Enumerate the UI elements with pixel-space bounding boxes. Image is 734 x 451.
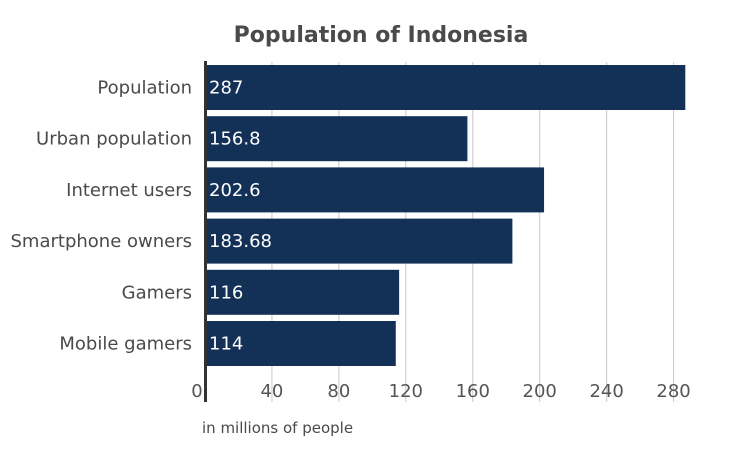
x-tick-label: 160	[456, 381, 490, 402]
chart-title: Population of Indonesia	[234, 23, 529, 48]
bar-value-label: 114	[209, 334, 243, 355]
x-tick-labels: 0 40 80 120 160 200 240 280	[191, 381, 690, 402]
x-axis-label: in millions of people	[202, 419, 353, 437]
category-label: Internet users	[66, 180, 192, 201]
bar-value-label: 202.6	[209, 180, 261, 201]
x-tick-label: 80	[327, 381, 350, 402]
x-tick-label: 0	[191, 381, 202, 402]
bar	[205, 65, 686, 110]
x-tick-label: 40	[260, 381, 283, 402]
category-label: Urban population	[36, 129, 192, 150]
bar	[205, 269, 400, 315]
bar-value-label: 156.8	[209, 129, 261, 150]
category-labels: Population Urban population Internet users…	[11, 78, 193, 355]
category-label: Population	[97, 78, 192, 99]
x-tick-label: 200	[523, 381, 557, 402]
x-tick-label: 280	[656, 381, 690, 402]
bar	[205, 167, 545, 213]
bar	[205, 321, 396, 366]
bar-value-label: 116	[209, 282, 243, 303]
category-label: Smartphone owners	[11, 231, 193, 252]
x-tick-label: 240	[589, 381, 623, 402]
bar	[205, 116, 468, 162]
category-label: Gamers	[122, 282, 192, 303]
bar-value-label: 287	[209, 78, 243, 99]
bar-value-label: 183.68	[209, 231, 272, 252]
x-tick-label: 120	[389, 381, 423, 402]
bar	[205, 218, 513, 264]
category-label: Mobile gamers	[59, 334, 192, 355]
bars: 287 156.8 202.6 183.68 116 114	[205, 65, 686, 366]
